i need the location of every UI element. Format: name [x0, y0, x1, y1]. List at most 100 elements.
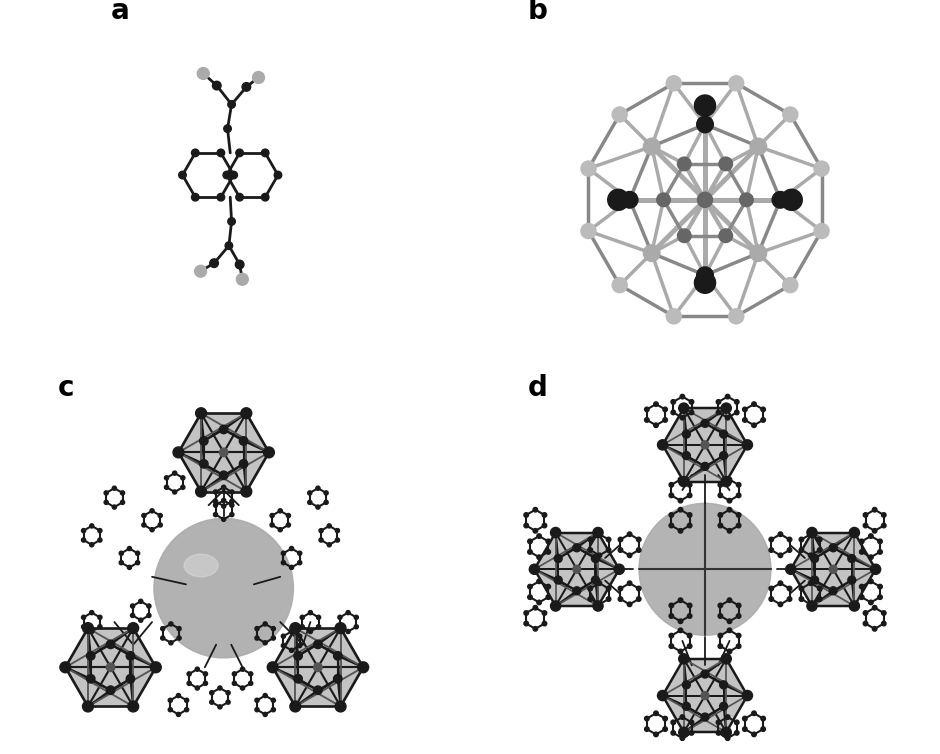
Circle shape: [669, 603, 674, 608]
Circle shape: [177, 627, 181, 630]
Ellipse shape: [184, 554, 218, 577]
Circle shape: [718, 633, 723, 638]
Circle shape: [669, 644, 674, 648]
Circle shape: [679, 529, 682, 533]
Circle shape: [653, 423, 658, 428]
Circle shape: [669, 614, 674, 618]
Circle shape: [769, 597, 774, 602]
Circle shape: [736, 513, 741, 517]
Circle shape: [869, 579, 873, 584]
Circle shape: [606, 547, 611, 552]
Circle shape: [671, 400, 676, 404]
Circle shape: [255, 627, 259, 630]
Circle shape: [818, 587, 822, 591]
Circle shape: [859, 539, 864, 544]
Circle shape: [687, 493, 692, 498]
Circle shape: [593, 528, 603, 538]
Circle shape: [89, 630, 94, 633]
Circle shape: [612, 107, 627, 122]
Circle shape: [272, 698, 275, 703]
Circle shape: [213, 503, 217, 507]
Text: a: a: [111, 0, 130, 25]
Circle shape: [106, 663, 115, 672]
Circle shape: [224, 125, 231, 133]
Circle shape: [859, 550, 864, 554]
Circle shape: [597, 532, 602, 537]
Circle shape: [196, 667, 199, 671]
Circle shape: [551, 528, 560, 538]
Circle shape: [546, 539, 551, 544]
Circle shape: [872, 507, 877, 512]
Circle shape: [653, 402, 658, 406]
Circle shape: [213, 513, 217, 516]
Circle shape: [317, 615, 321, 620]
Circle shape: [799, 597, 804, 602]
Circle shape: [89, 524, 94, 528]
Circle shape: [716, 400, 721, 404]
Circle shape: [229, 513, 234, 516]
Circle shape: [119, 551, 123, 555]
Circle shape: [218, 686, 222, 690]
Circle shape: [253, 72, 264, 84]
Circle shape: [671, 731, 676, 735]
Circle shape: [734, 400, 739, 404]
Circle shape: [718, 614, 723, 618]
Circle shape: [588, 587, 592, 591]
Circle shape: [337, 624, 342, 629]
Circle shape: [778, 602, 783, 606]
Circle shape: [752, 402, 757, 406]
Circle shape: [728, 477, 731, 482]
Circle shape: [591, 554, 600, 562]
Circle shape: [671, 720, 676, 725]
Circle shape: [281, 634, 286, 638]
Circle shape: [669, 493, 674, 498]
Circle shape: [104, 501, 108, 504]
Circle shape: [679, 619, 682, 624]
Circle shape: [663, 716, 667, 721]
Circle shape: [882, 523, 886, 528]
Circle shape: [679, 628, 682, 633]
Circle shape: [179, 171, 186, 179]
Circle shape: [82, 624, 86, 629]
Circle shape: [126, 651, 134, 660]
Circle shape: [728, 649, 731, 654]
Text: b: b: [528, 0, 548, 25]
Circle shape: [701, 462, 709, 470]
Circle shape: [666, 309, 681, 324]
Circle shape: [263, 694, 267, 697]
Circle shape: [261, 194, 269, 201]
Circle shape: [743, 716, 747, 721]
Circle shape: [808, 581, 813, 585]
Circle shape: [679, 649, 682, 654]
Circle shape: [131, 604, 134, 608]
Circle shape: [229, 490, 234, 494]
Circle shape: [537, 600, 541, 605]
Circle shape: [150, 662, 162, 673]
Circle shape: [278, 528, 282, 532]
Circle shape: [718, 493, 723, 498]
Circle shape: [769, 537, 774, 541]
Circle shape: [210, 259, 218, 268]
Circle shape: [701, 419, 709, 428]
Circle shape: [728, 628, 731, 633]
Circle shape: [681, 736, 684, 740]
Circle shape: [743, 691, 753, 700]
Circle shape: [697, 267, 713, 284]
Circle shape: [772, 192, 789, 208]
Circle shape: [197, 68, 210, 79]
Circle shape: [818, 537, 822, 541]
Circle shape: [139, 599, 143, 603]
Circle shape: [716, 720, 721, 725]
Circle shape: [750, 245, 767, 262]
Circle shape: [581, 161, 596, 176]
Circle shape: [192, 194, 199, 201]
Circle shape: [135, 561, 140, 565]
Circle shape: [281, 561, 286, 565]
Circle shape: [721, 403, 731, 413]
Circle shape: [627, 581, 632, 585]
Circle shape: [354, 624, 358, 629]
Circle shape: [869, 534, 873, 538]
Circle shape: [334, 651, 342, 660]
Circle shape: [317, 624, 321, 629]
Circle shape: [657, 440, 667, 450]
